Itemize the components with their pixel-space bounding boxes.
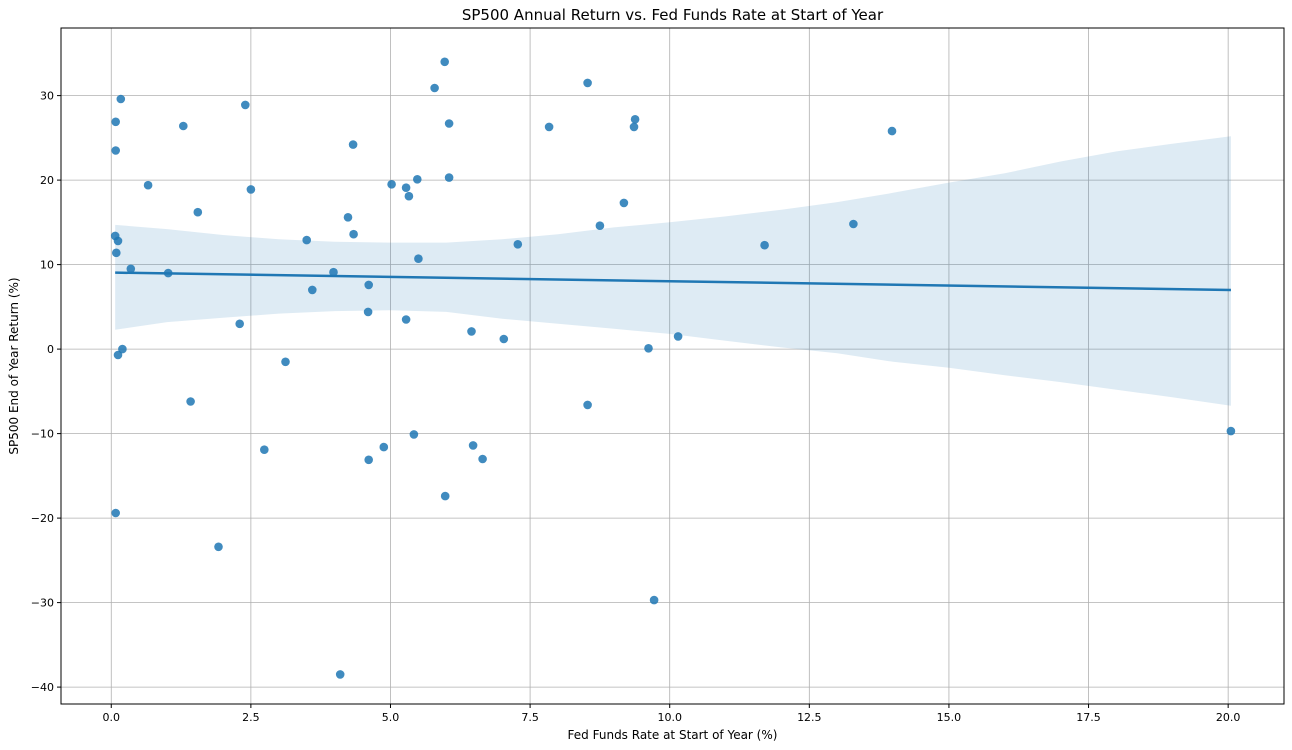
chart-title: SP500 Annual Return vs. Fed Funds Rate a… xyxy=(462,6,884,24)
data-point xyxy=(281,357,290,367)
confidence-band-layer xyxy=(115,136,1231,406)
plot-frame xyxy=(60,27,1285,705)
y-tick-label: −30 xyxy=(31,597,54,610)
data-point xyxy=(409,430,419,439)
data-point xyxy=(308,285,317,295)
y-tick-label: −20 xyxy=(31,512,54,525)
y-tick-label: −10 xyxy=(31,428,54,441)
regression-line xyxy=(115,271,1231,292)
data-point xyxy=(348,140,358,149)
x-tick-label: 15.0 xyxy=(937,711,962,724)
data-point xyxy=(440,491,450,501)
data-point xyxy=(440,57,450,67)
data-point xyxy=(335,670,345,679)
data-point xyxy=(387,180,396,189)
data-point xyxy=(302,235,312,245)
data-point xyxy=(179,121,188,131)
y-tick-label: −40 xyxy=(31,681,54,694)
x-tick-label: 17.5 xyxy=(1076,711,1101,724)
data-point xyxy=(112,248,121,258)
data-point xyxy=(379,442,389,452)
data-point xyxy=(111,146,120,155)
data-point xyxy=(760,240,769,250)
data-point xyxy=(513,240,523,249)
y-tick-label: 0 xyxy=(47,343,54,356)
data-point xyxy=(401,183,411,192)
data-point xyxy=(111,117,120,127)
data-point xyxy=(364,455,374,465)
data-point xyxy=(444,173,454,182)
data-point xyxy=(544,122,554,132)
data-point xyxy=(186,397,195,406)
x-tick-label: 20.0 xyxy=(1216,711,1241,724)
data-point xyxy=(118,344,127,354)
x-axis-ticks: 0.0 2.5 5.0 7.5 10.0 12.5 15.0 17.5 20.0 xyxy=(103,704,1241,724)
y-axis-label: SP500 End of Year Return (%) xyxy=(7,277,21,454)
data-point xyxy=(444,119,454,128)
data-point xyxy=(430,83,439,93)
x-tick-label: 0.0 xyxy=(103,711,121,724)
y-axis-ticks: −40 −30 −20 −10 0 10 20 30 xyxy=(31,90,61,694)
data-point xyxy=(583,400,592,410)
data-point xyxy=(468,441,478,450)
data-point xyxy=(499,334,509,344)
data-point xyxy=(649,595,659,605)
x-tick-label: 12.5 xyxy=(797,711,822,724)
data-point xyxy=(116,94,126,104)
data-point xyxy=(478,454,487,464)
data-point xyxy=(113,236,123,246)
data-point xyxy=(214,542,223,552)
data-point xyxy=(595,221,605,230)
data-point xyxy=(629,122,639,132)
data-point xyxy=(246,185,256,194)
data-point xyxy=(260,445,269,455)
data-point xyxy=(630,115,640,124)
data-point xyxy=(413,175,422,184)
grid-lines xyxy=(61,28,1284,704)
data-point xyxy=(1226,426,1236,436)
data-point xyxy=(887,126,897,136)
data-point xyxy=(363,307,373,317)
data-point xyxy=(126,264,136,274)
y-tick-label: 10 xyxy=(40,259,54,272)
x-axis-label: Fed Funds Rate at Start of Year (%) xyxy=(568,728,778,742)
data-point xyxy=(235,319,244,329)
data-point xyxy=(329,267,338,277)
regression-line-layer xyxy=(115,271,1231,292)
data-point xyxy=(583,78,592,88)
data-point xyxy=(849,219,858,229)
data-point xyxy=(143,180,153,190)
x-tick-label: 10.0 xyxy=(657,711,682,724)
data-point xyxy=(241,100,250,110)
data-point xyxy=(673,332,683,341)
data-point xyxy=(619,198,629,208)
data-point xyxy=(414,254,423,263)
x-tick-label: 2.5 xyxy=(242,711,260,724)
data-point xyxy=(343,213,353,222)
data-point xyxy=(404,191,414,201)
data-point xyxy=(349,229,358,239)
x-tick-label: 5.0 xyxy=(382,711,400,724)
data-point xyxy=(644,344,653,353)
data-point xyxy=(113,350,123,360)
data-point xyxy=(193,207,203,217)
data-points xyxy=(110,57,1236,679)
data-point xyxy=(111,508,120,518)
data-point xyxy=(467,327,476,336)
confidence-band xyxy=(115,136,1231,406)
data-point xyxy=(401,315,411,324)
y-tick-label: 20 xyxy=(40,174,54,187)
y-tick-label: 30 xyxy=(40,90,54,103)
x-tick-label: 7.5 xyxy=(521,711,539,724)
data-point xyxy=(364,280,374,290)
